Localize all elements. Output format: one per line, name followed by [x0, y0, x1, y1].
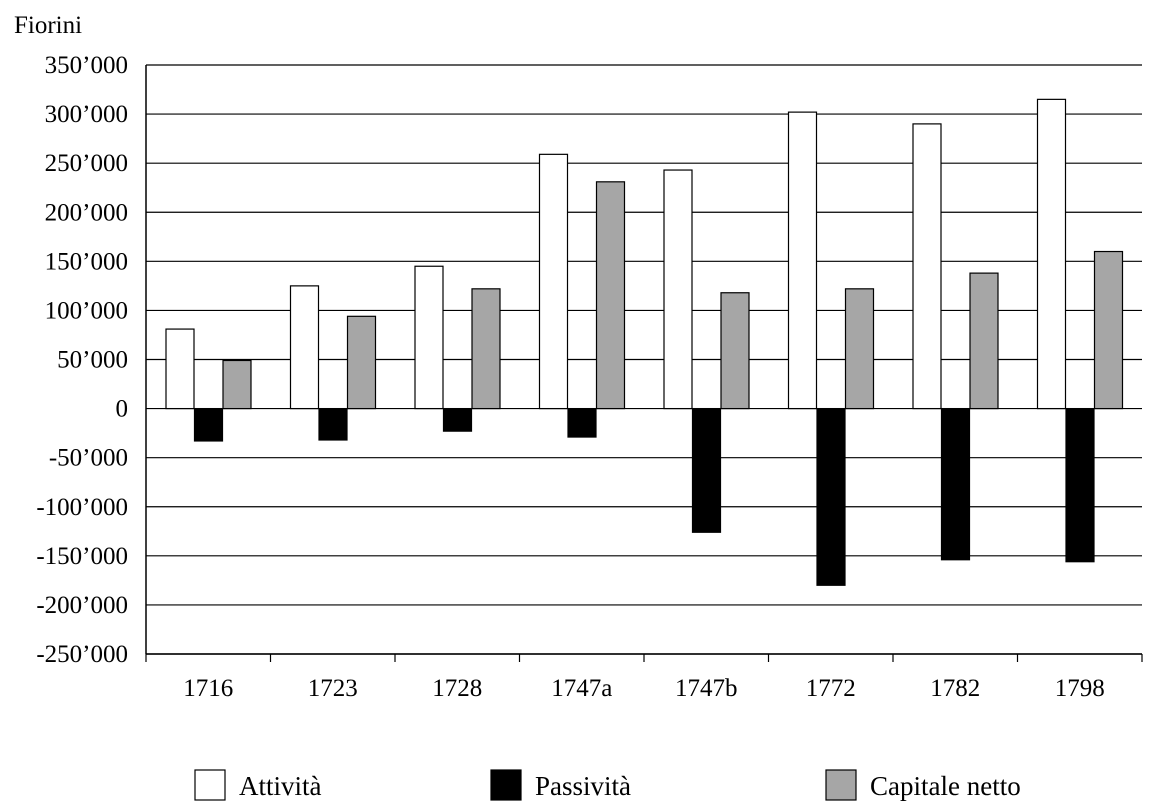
y-tick-label: 100’000: [45, 297, 128, 324]
y-tick-labels: 350’000 300’000 250’000 200’000 150’000 100’0…: [36, 52, 128, 668]
legend-swatch: [490, 769, 522, 801]
y-tick-label: 50’000: [57, 347, 128, 374]
x-tick-label: 1798: [1055, 675, 1105, 702]
y-tick-label: -150’000: [36, 543, 128, 570]
x-tick-label: 1747b: [675, 675, 738, 702]
axes: [145, 65, 1143, 662]
y-tick-label: -100’000: [36, 494, 128, 521]
bar-attivita-1772: [787, 111, 818, 410]
y-tick-label: 0: [116, 396, 129, 423]
bar-passivita-1723: [318, 407, 348, 441]
bar-capitale-netto-1728: [471, 288, 501, 410]
bar-attivita-1728: [414, 265, 444, 410]
y-tick-label: 350’000: [45, 52, 128, 79]
bar-passivita-1747a: [567, 407, 597, 438]
legend-label: Passività: [535, 771, 631, 801]
legend-item: Passività: [490, 769, 631, 801]
x-tick-label: 1782: [930, 675, 980, 702]
y-tick-label: -200’000: [36, 592, 128, 619]
legend-label: Capitale netto: [870, 771, 1021, 801]
bar-capitale-netto-1723: [346, 315, 377, 410]
y-tick-label: 150’000: [45, 248, 128, 275]
y-axis-label: Fiorini: [14, 12, 82, 39]
x-tick-label: 1747a: [551, 675, 612, 702]
bar-capitale-netto-1747b: [720, 292, 750, 410]
bar-capitale-netto-1716: [222, 359, 252, 410]
x-tick-label: 1716: [183, 675, 233, 702]
y-tick-label: 300’000: [45, 101, 128, 128]
bar-attivita-1716: [165, 328, 195, 410]
bar-passivita-1772: [816, 407, 846, 586]
legend-swatch: [825, 769, 857, 801]
legend-label: Attività: [239, 771, 322, 801]
y-tick-label: 250’000: [45, 150, 128, 177]
x-tick-labels: 1716 1723 1728 1747a 1747b 1772 1782 1798: [183, 675, 1105, 702]
bar-passivita-1747b: [691, 407, 722, 533]
bar-capitale-netto-1772: [844, 288, 875, 410]
x-tick-label: 1728: [432, 675, 482, 702]
y-tick-label: -50’000: [49, 445, 128, 472]
y-tick-label: -250’000: [36, 641, 128, 668]
bar-attivita-1747b: [663, 169, 693, 410]
bar-passivita-1716: [193, 407, 224, 442]
bar-attivita-1723: [289, 285, 320, 410]
bar-capitale-netto-1798: [1093, 250, 1124, 410]
x-tick-label: 1723: [308, 675, 358, 702]
bar-attivita-1747a: [538, 153, 569, 410]
bars: [165, 98, 1124, 586]
x-tick-label: 1772: [806, 675, 856, 702]
y-tick-label: 200’000: [45, 199, 128, 226]
legend-swatch: [194, 769, 226, 801]
legend-item: Attività: [194, 769, 322, 801]
bar-passivita-1782: [940, 407, 971, 561]
bar-attivita-1798: [1036, 98, 1067, 410]
bar-capitale-netto-1782: [969, 272, 999, 410]
legend: Attività Passività Capitale netto: [194, 769, 1021, 801]
bar-attivita-1782: [912, 123, 942, 410]
bar-passivita-1798: [1065, 407, 1095, 563]
bar-passivita-1728: [442, 407, 473, 432]
bar-capitale-netto-1747a: [595, 181, 626, 410]
legend-item: Capitale netto: [825, 769, 1021, 801]
